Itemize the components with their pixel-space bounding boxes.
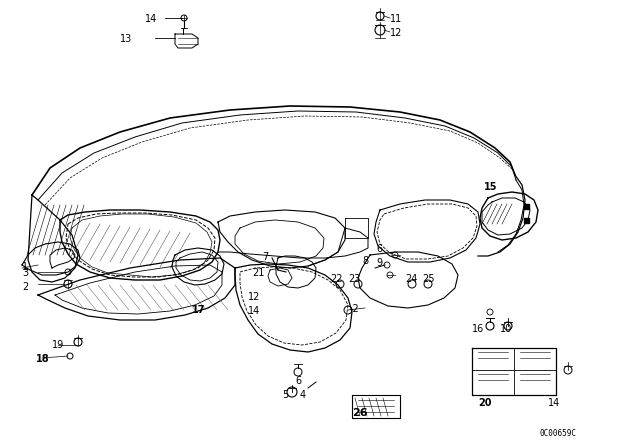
Text: 18: 18 <box>36 354 50 364</box>
Text: 11: 11 <box>390 14 403 24</box>
Bar <box>524 204 529 209</box>
Text: 1: 1 <box>22 262 28 272</box>
Text: 13: 13 <box>120 34 132 44</box>
Text: 14: 14 <box>145 14 157 24</box>
Text: 22: 22 <box>330 274 342 284</box>
Text: 17: 17 <box>192 305 205 315</box>
Text: 4: 4 <box>300 390 306 400</box>
Text: 24: 24 <box>405 274 417 284</box>
Text: 20: 20 <box>478 398 492 408</box>
Text: 12: 12 <box>390 28 403 38</box>
Text: 26: 26 <box>352 408 367 418</box>
Text: 21: 21 <box>252 268 264 278</box>
Text: 23: 23 <box>348 274 360 284</box>
Text: 2: 2 <box>22 282 28 292</box>
Text: 10: 10 <box>500 324 512 334</box>
Text: 9: 9 <box>376 258 382 268</box>
Text: 15: 15 <box>484 182 497 192</box>
Bar <box>524 218 529 223</box>
Text: 0C00659C: 0C00659C <box>539 429 576 438</box>
Text: 19: 19 <box>52 340 64 350</box>
Text: 7: 7 <box>262 252 268 262</box>
Text: -2: -2 <box>350 304 360 314</box>
Circle shape <box>294 368 302 376</box>
Text: 5: 5 <box>282 390 288 400</box>
Text: 3: 3 <box>22 268 28 278</box>
Text: 25: 25 <box>422 274 435 284</box>
Text: 12: 12 <box>248 292 260 302</box>
Text: 14: 14 <box>548 398 560 408</box>
Text: 14: 14 <box>248 306 260 316</box>
Text: 8: 8 <box>362 256 368 266</box>
Text: 16: 16 <box>472 324 484 334</box>
Text: 6: 6 <box>295 376 301 386</box>
Text: 6: 6 <box>376 244 382 254</box>
Circle shape <box>392 252 398 258</box>
